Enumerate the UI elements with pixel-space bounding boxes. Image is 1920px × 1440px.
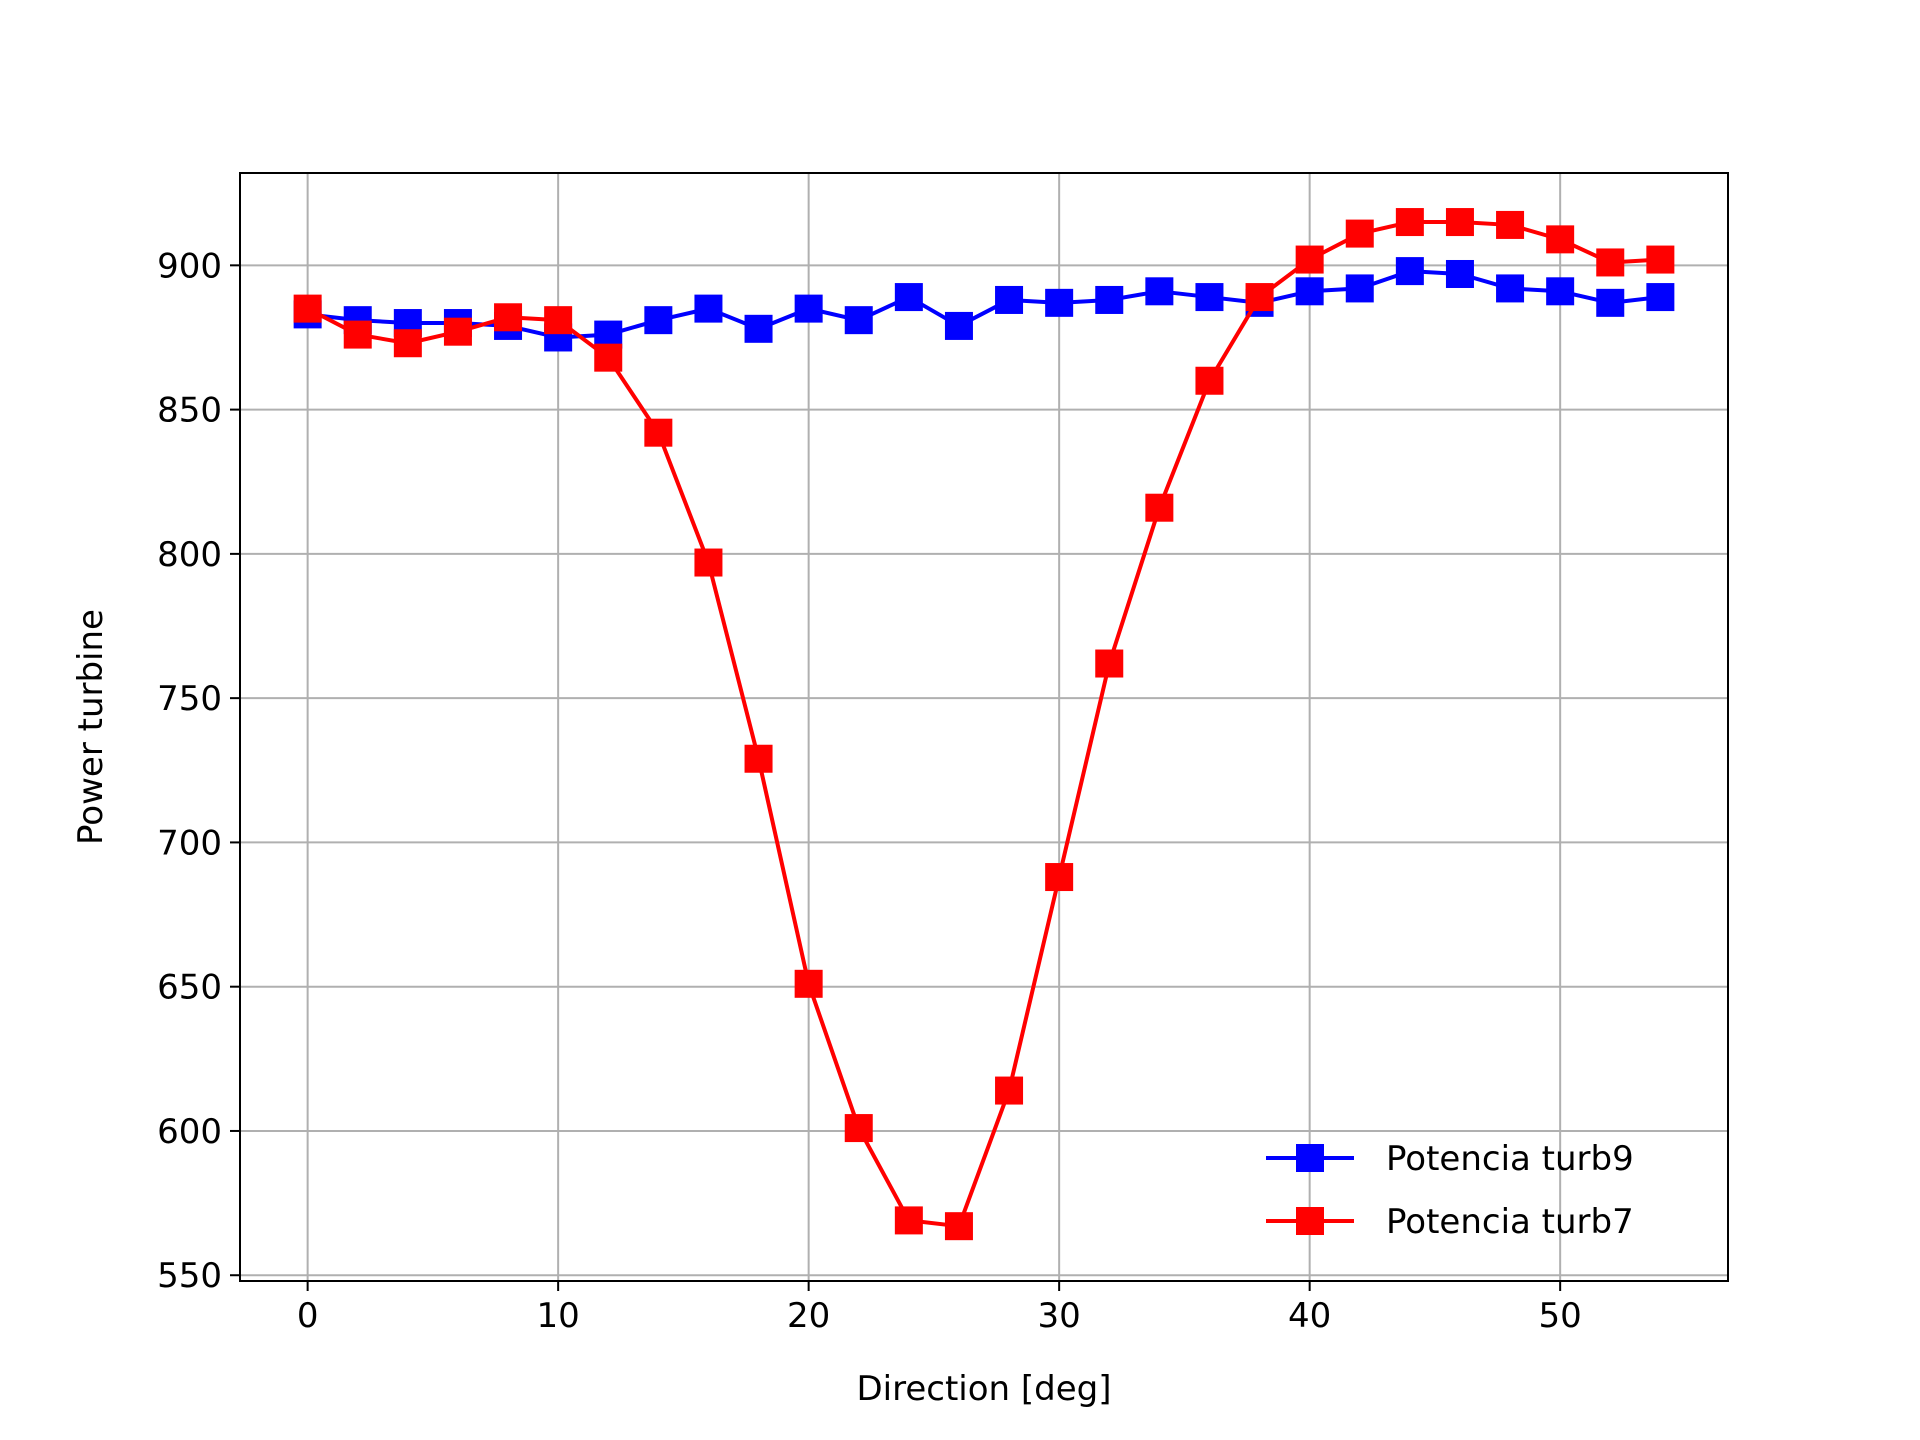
y-tick-label: 700: [157, 823, 222, 863]
grid-lines: [240, 173, 1728, 1281]
data-point-1: [1546, 225, 1575, 254]
plot-frame: [239, 172, 1729, 1282]
legend-marker-turb7: [1296, 1207, 1324, 1235]
legend-marker-turb9: [1296, 1144, 1324, 1172]
data-point-0: [1095, 285, 1124, 314]
y-tick-label: 800: [157, 535, 222, 575]
data-point-0: [694, 294, 723, 323]
data-point-1: [1195, 366, 1224, 395]
y-tick-label: 850: [157, 391, 222, 431]
data-point-0: [1496, 274, 1525, 303]
data-point-1: [1596, 248, 1625, 277]
data-point-1: [1045, 863, 1074, 892]
data-point-1: [1295, 245, 1324, 274]
data-point-0: [944, 311, 973, 340]
data-point-1: [1445, 208, 1474, 237]
x-tick-label: 20: [787, 1296, 830, 1336]
data-point-1: [794, 969, 823, 998]
x-axis-title: Direction [deg]: [856, 1369, 1111, 1409]
data-point-0: [1596, 288, 1625, 317]
data-point-1: [944, 1212, 973, 1241]
data-point-1: [894, 1206, 923, 1235]
data-point-1: [1245, 283, 1274, 312]
data-point-0: [995, 285, 1024, 314]
data-point-0: [1195, 283, 1224, 312]
legend-label-turb9: Potencia turb9: [1386, 1139, 1634, 1179]
data-point-0: [1145, 277, 1174, 306]
data-point-0: [1546, 277, 1575, 306]
data-point-1: [443, 317, 472, 346]
y-tick-label: 750: [157, 679, 222, 719]
data-point-1: [844, 1114, 873, 1143]
legend: Potencia turb9 Potencia turb7: [1266, 1139, 1634, 1242]
y-tick-label: 650: [157, 968, 222, 1008]
data-point-1: [594, 343, 623, 372]
data-point-1: [995, 1076, 1024, 1105]
data-point-1: [744, 744, 773, 773]
data-point-1: [694, 548, 723, 577]
data-point-1: [1095, 649, 1124, 678]
data-point-0: [1395, 257, 1424, 286]
axis-ticks: 0 10 20 30 40 50 550 600 650 700 750 800 850 900: [157, 246, 1582, 1336]
data-point-0: [744, 314, 773, 343]
data-point-1: [1345, 219, 1374, 248]
x-tick-label: 0: [297, 1296, 319, 1336]
legend-label-turb7: Potencia turb7: [1386, 1202, 1634, 1242]
data-point-0: [794, 294, 823, 323]
y-tick-label: 600: [157, 1112, 222, 1152]
series-line-1: [306, 220, 1661, 1229]
x-tick-label: 30: [1038, 1296, 1081, 1336]
data-point-1: [1496, 210, 1525, 239]
data-point-0: [894, 283, 923, 312]
data-point-1: [1145, 493, 1174, 522]
y-tick-label: 550: [157, 1256, 222, 1296]
data-point-0: [1646, 283, 1675, 312]
x-tick-label: 40: [1288, 1296, 1331, 1336]
data-point-0: [1045, 288, 1074, 317]
data-point-1: [494, 303, 523, 332]
series-line-0: [307, 269, 1661, 340]
data-point-1: [644, 418, 673, 447]
series-layer: [293, 208, 1675, 1241]
x-tick-label: 10: [537, 1296, 580, 1336]
y-tick-label: 900: [157, 246, 222, 286]
data-point-0: [1345, 274, 1374, 303]
data-point-1: [1646, 245, 1675, 274]
data-point-1: [1395, 208, 1424, 237]
data-point-0: [644, 306, 673, 335]
data-point-0: [1445, 259, 1474, 288]
data-point-1: [544, 306, 573, 335]
data-point-1: [393, 329, 422, 358]
y-axis-title: Power turbine: [71, 609, 111, 845]
data-point-0: [844, 306, 873, 335]
data-point-0: [1295, 277, 1324, 306]
x-tick-label: 50: [1539, 1296, 1582, 1336]
data-point-1: [293, 294, 322, 323]
data-point-1: [343, 320, 372, 349]
